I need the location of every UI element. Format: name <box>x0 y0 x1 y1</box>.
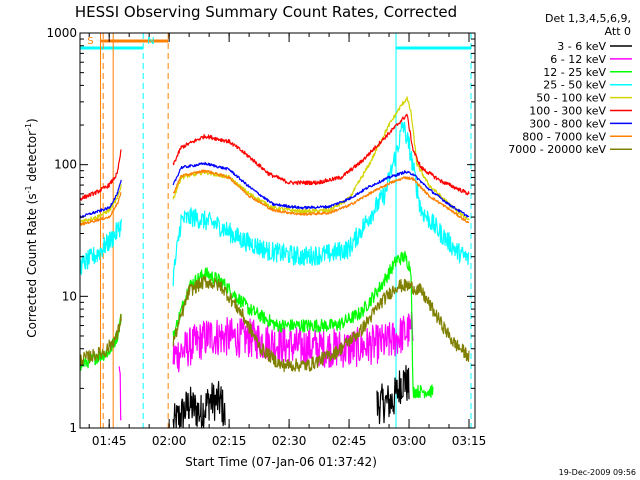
chart-title: HESSI Observing Summary Count Rates, Cor… <box>75 3 457 21</box>
series-line <box>172 381 226 429</box>
legend-header-line-1: Det 1,3,4,5,6,9, <box>545 12 631 25</box>
series-line <box>172 121 470 287</box>
plot-frame <box>79 32 476 429</box>
series-line <box>118 366 122 421</box>
footer-date: 19-Dec-2009 09:56 <box>559 468 636 477</box>
y-axis-label-sup1: -1 <box>24 185 33 193</box>
x-tick-label: 01:45 <box>92 434 127 448</box>
legend-entry-label: 300 - 800 keV <box>529 117 606 130</box>
series-line <box>172 275 470 373</box>
y-tick-label: 10 <box>62 289 77 303</box>
series-line <box>79 313 122 366</box>
y-axis-label-main: Corrected Count Rate (s <box>25 193 39 337</box>
axes: 1 10 100 1000 01:45 02:00 02:15 02:30 02:45 03:00… <box>46 26 486 448</box>
legend-entry-label: 25 - 50 keV <box>543 79 606 92</box>
legend-entry-label: 800 - 7000 keV <box>522 130 606 143</box>
x-tick-label: 02:30 <box>272 434 307 448</box>
x-tick-label: 02:00 <box>152 434 187 448</box>
y-tick-label: 1 <box>69 421 77 435</box>
x-tick-label: 02:45 <box>332 434 367 448</box>
legend-entry-label: 100 - 300 keV <box>529 105 606 118</box>
x-tick-label: 03:00 <box>392 434 427 448</box>
y-axis-label-mid: detector <box>25 131 39 186</box>
legend-entry-label: 3 - 6 keV <box>557 40 606 53</box>
y-tick-label: 1000 <box>46 26 77 40</box>
series-line <box>376 365 410 425</box>
legend-entry-label: 12 - 25 keV <box>543 66 606 79</box>
x-tick-label: 03:15 <box>452 434 487 448</box>
series-line <box>172 250 434 399</box>
legend-header-line-2: Att 0 <box>605 25 631 38</box>
y-axis-label: Corrected Count Rate (s-1 detector-1) <box>24 118 39 337</box>
series-line <box>79 184 122 223</box>
x-tick-label: 02:15 <box>212 434 247 448</box>
x-axis-label: Start Time (07-Jan-06 01:37:42) <box>185 455 377 469</box>
series-line <box>172 311 414 373</box>
series-line <box>79 219 122 275</box>
legend-entry-label: 7000 - 20000 keV <box>508 143 606 156</box>
y-axis-label-sup2: -1 <box>24 123 33 131</box>
series-line <box>79 179 122 219</box>
legend-entry-label: 6 - 12 keV <box>550 53 606 66</box>
series-line <box>172 113 470 196</box>
interval-marker-label: N <box>147 36 154 47</box>
interval-marker-label: S <box>87 36 93 47</box>
plot-area <box>79 96 470 429</box>
series-line <box>79 192 122 226</box>
series-line <box>79 149 122 201</box>
y-tick-label: 100 <box>54 158 77 172</box>
y-axis-label-end: ) <box>25 118 39 123</box>
series-line <box>172 169 470 224</box>
series-line <box>172 161 470 218</box>
legend-entry-label: 50 - 100 keV <box>536 92 606 105</box>
